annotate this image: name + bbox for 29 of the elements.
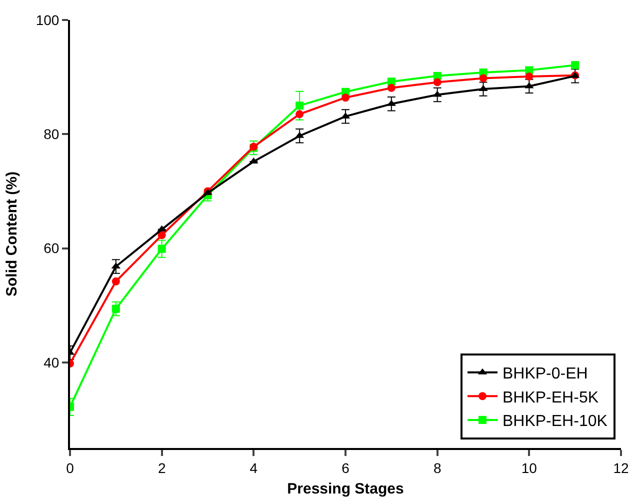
point bbox=[525, 72, 534, 80]
legend-label: BHKP-0-EH bbox=[502, 366, 588, 383]
point bbox=[387, 84, 396, 92]
y-tick-label: 60 bbox=[44, 240, 60, 256]
legend-label: BHKP-EH-10K bbox=[502, 413, 608, 430]
x-tick-label: 6 bbox=[342, 460, 350, 476]
point bbox=[112, 304, 120, 313]
point bbox=[296, 102, 304, 110]
x-tick-label: 12 bbox=[613, 460, 629, 476]
point bbox=[571, 61, 580, 70]
x-tick-label: 0 bbox=[66, 460, 74, 476]
point bbox=[112, 277, 120, 286]
x-tick-label: 2 bbox=[158, 460, 166, 476]
x-axis-title: Pressing Stages bbox=[287, 480, 404, 498]
point bbox=[479, 74, 488, 82]
point bbox=[158, 231, 166, 240]
x-tick-label: 4 bbox=[250, 460, 258, 476]
point bbox=[342, 94, 350, 102]
y-tick-label: 100 bbox=[36, 12, 60, 28]
point bbox=[433, 78, 442, 86]
point bbox=[525, 66, 534, 74]
point bbox=[296, 110, 304, 118]
x-tick-label: 8 bbox=[433, 460, 442, 476]
point bbox=[158, 244, 166, 253]
x-tick-label: 10 bbox=[521, 460, 538, 476]
legend-label: BHKP-EH-5K bbox=[502, 389, 599, 406]
y-tick-label: 40 bbox=[44, 354, 60, 370]
y-tick-label: 80 bbox=[44, 126, 60, 142]
y-axis-title: Solid Content (%) bbox=[4, 172, 21, 296]
